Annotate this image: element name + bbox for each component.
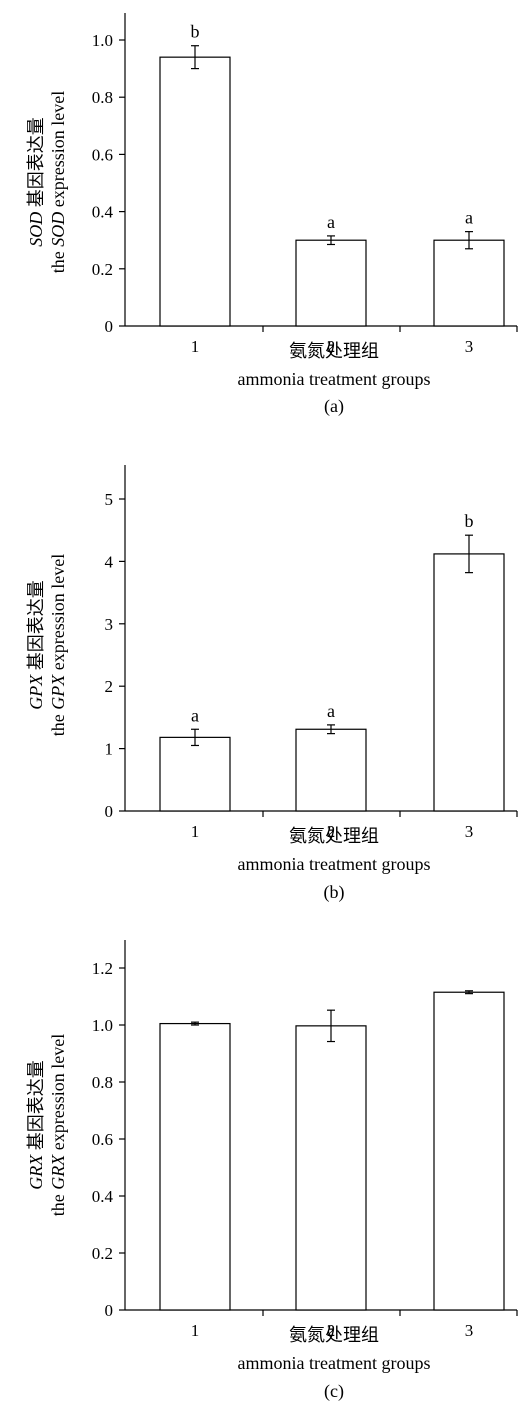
- x-tick-label: 1: [191, 337, 200, 356]
- x-tick-label: 1: [191, 822, 200, 841]
- y-tick-label: 0.8: [92, 88, 113, 107]
- x-axis-title-cn: 氨氮处理组: [289, 1325, 379, 1345]
- y-tick-label: 1: [105, 740, 114, 759]
- y-axis-title-line1: GRX 基因表达量: [26, 1060, 46, 1190]
- y-tick-label: 0: [105, 802, 114, 821]
- bar: [295, 1025, 367, 1311]
- y-tick-label: 0.6: [92, 145, 113, 164]
- error-bar: [327, 235, 335, 246]
- x-axis-title-en: ammonia treatment groups: [238, 369, 431, 389]
- bar: [159, 736, 231, 812]
- x-axis-title-cn: 氨氮处理组: [289, 341, 379, 361]
- significance-letter: a: [327, 212, 335, 232]
- x-tick-label: 2: [327, 337, 336, 356]
- panel-label: (b): [324, 882, 345, 903]
- x-tick-label: 3: [465, 822, 474, 841]
- y-tick-label: 3: [105, 615, 114, 634]
- x-tick-label: 1: [191, 1321, 200, 1340]
- error-bar: [191, 728, 199, 747]
- y-axis-title-line2: the SOD expression level: [48, 91, 68, 273]
- error-bar: [191, 45, 199, 70]
- y-tick-label: 1.0: [92, 31, 113, 50]
- y-tick-label: 0.2: [92, 1244, 113, 1263]
- bar: [433, 553, 505, 812]
- error-bar: [327, 724, 335, 735]
- error-bar: [465, 231, 473, 250]
- x-axis-title-en: ammonia treatment groups: [238, 854, 431, 874]
- error-bar: [327, 1009, 335, 1043]
- significance-letter: a: [327, 701, 335, 721]
- x-axis-title-cn: 氨氮处理组: [289, 826, 379, 846]
- y-tick-label: 0: [105, 1301, 114, 1320]
- bar: [295, 239, 367, 327]
- bar: [159, 1022, 231, 1311]
- x-tick-label: 3: [465, 1321, 474, 1340]
- y-axis-title-line1: SOD 基因表达量: [26, 117, 46, 247]
- x-tick-label: 3: [465, 337, 474, 356]
- y-axis-title-line1: GPX 基因表达量: [26, 580, 46, 710]
- y-tick-label: 0.4: [92, 1187, 114, 1206]
- y-tick-label: 4: [105, 552, 114, 571]
- x-axis-title-en: ammonia treatment groups: [238, 1353, 431, 1373]
- y-tick-label: 1.0: [92, 1016, 113, 1035]
- y-tick-label: 0.2: [92, 260, 113, 279]
- significance-letter: b: [191, 22, 200, 42]
- significance-letter: a: [465, 208, 473, 228]
- y-tick-label: 0.4: [92, 203, 114, 222]
- y-axis-title-line2: the GRX expression level: [48, 1034, 68, 1216]
- y-tick-label: 0.6: [92, 1130, 113, 1149]
- significance-letter: a: [191, 705, 199, 725]
- panel-label: (a): [324, 396, 344, 417]
- y-tick-label: 5: [105, 490, 114, 509]
- x-tick-label: 2: [327, 822, 336, 841]
- panel-label: (c): [324, 1381, 344, 1402]
- bar: [433, 239, 505, 327]
- y-axis-title-line2: the GPX expression level: [48, 554, 68, 736]
- bar: [159, 56, 231, 327]
- significance-letter: b: [465, 511, 474, 531]
- bar: [433, 991, 505, 1311]
- y-tick-label: 1.2: [92, 959, 113, 978]
- error-bar: [465, 990, 473, 995]
- bar: [295, 728, 367, 812]
- y-tick-label: 0.8: [92, 1073, 113, 1092]
- error-bar: [465, 534, 473, 574]
- x-tick-label: 2: [327, 1321, 336, 1340]
- y-tick-label: 2: [105, 677, 114, 696]
- error-bar: [191, 1021, 199, 1026]
- y-tick-label: 0: [105, 317, 114, 336]
